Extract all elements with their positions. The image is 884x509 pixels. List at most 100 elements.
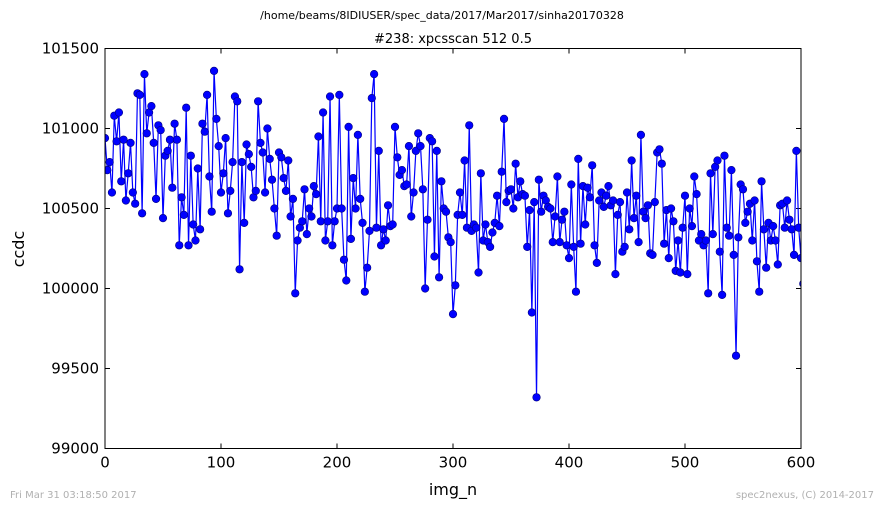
data-point (237, 158, 246, 167)
data-point (813, 322, 821, 330)
data-point (404, 142, 414, 151)
data-point (550, 212, 560, 221)
data-point (701, 236, 710, 245)
data-point (472, 223, 481, 232)
data-point (277, 153, 286, 162)
data-point (465, 121, 474, 130)
data-point (202, 90, 212, 99)
data-point (367, 93, 376, 103)
data-point (576, 239, 585, 248)
data-point (743, 207, 752, 216)
data-point (581, 220, 590, 229)
data-point (502, 198, 511, 207)
data-point (530, 198, 539, 207)
x-tick-label: 100 (207, 454, 236, 472)
data-point (520, 191, 530, 200)
data-point (251, 186, 260, 195)
data-point (170, 119, 179, 128)
data-point (179, 210, 188, 219)
data-point (715, 247, 724, 256)
data-point (214, 142, 223, 151)
data-point (247, 162, 256, 171)
data-point (205, 172, 214, 181)
data-point (221, 134, 230, 143)
y-tick-label: 100000 (42, 280, 99, 298)
data-point (650, 198, 659, 207)
data-point (574, 154, 583, 163)
data-point (724, 231, 734, 240)
data-point (571, 287, 581, 296)
data-point (460, 156, 469, 165)
data-point (258, 148, 267, 157)
footer-timestamp: Fri Mar 31 03:18:50 2017 (10, 490, 137, 501)
data-point (785, 215, 794, 224)
data-point (634, 238, 643, 247)
data-point (105, 158, 114, 167)
data-point (242, 140, 251, 149)
data-point (437, 177, 446, 186)
data-point (165, 135, 175, 144)
data-point (569, 242, 578, 251)
data-point (328, 241, 337, 250)
data-point (738, 185, 748, 194)
data-point (676, 268, 685, 277)
data-point (816, 211, 824, 219)
data-point (240, 218, 249, 227)
x-tick-label: 600 (787, 454, 816, 472)
data-point (474, 268, 483, 277)
data-point (769, 222, 778, 231)
data-point (430, 252, 439, 261)
plot-area (105, 48, 801, 449)
data-point (506, 185, 516, 194)
data-point (337, 204, 346, 213)
y-tick-label: 99500 (51, 360, 99, 378)
data-point (780, 223, 789, 232)
data-point (316, 217, 325, 226)
data-point (124, 169, 133, 178)
y-tick-label: 101500 (42, 40, 99, 58)
data-point (632, 191, 641, 200)
data-point (613, 210, 622, 219)
data-point (660, 239, 669, 248)
data-point (365, 226, 374, 235)
data-point (147, 101, 156, 111)
data-point (121, 196, 130, 205)
data-point (458, 210, 467, 219)
y-tick-label: 99000 (51, 440, 99, 458)
data-point (177, 193, 186, 202)
data-point (669, 217, 678, 226)
data-point (708, 230, 717, 239)
data-point (585, 193, 594, 202)
data-point (611, 270, 620, 279)
data-point (727, 166, 736, 175)
data-point (281, 186, 291, 195)
data-point (713, 156, 722, 165)
data-point (802, 210, 810, 218)
data-point (560, 207, 569, 216)
data-point (683, 270, 692, 279)
data-point (302, 230, 311, 239)
x-tick-label: 0 (100, 454, 110, 472)
data-point (773, 260, 782, 269)
data-point (172, 135, 182, 144)
data-point (189, 220, 198, 229)
data-point (636, 130, 646, 139)
data-point (158, 214, 168, 223)
data-point (678, 223, 687, 232)
footer-credit: spec2nexus, (C) 2014-2017 (736, 490, 874, 501)
data-point (731, 351, 741, 360)
data-point (163, 146, 172, 155)
data-point (402, 180, 411, 189)
data-point (300, 185, 309, 194)
data-point (383, 201, 393, 210)
data-point (704, 289, 713, 298)
data-point (804, 254, 812, 262)
data-point (762, 263, 771, 272)
data-point (267, 175, 277, 184)
data-point (752, 257, 762, 266)
data-point (720, 151, 729, 160)
data-point (260, 188, 270, 197)
data-point (706, 169, 715, 178)
data-point (131, 199, 140, 208)
data-point (511, 159, 520, 168)
